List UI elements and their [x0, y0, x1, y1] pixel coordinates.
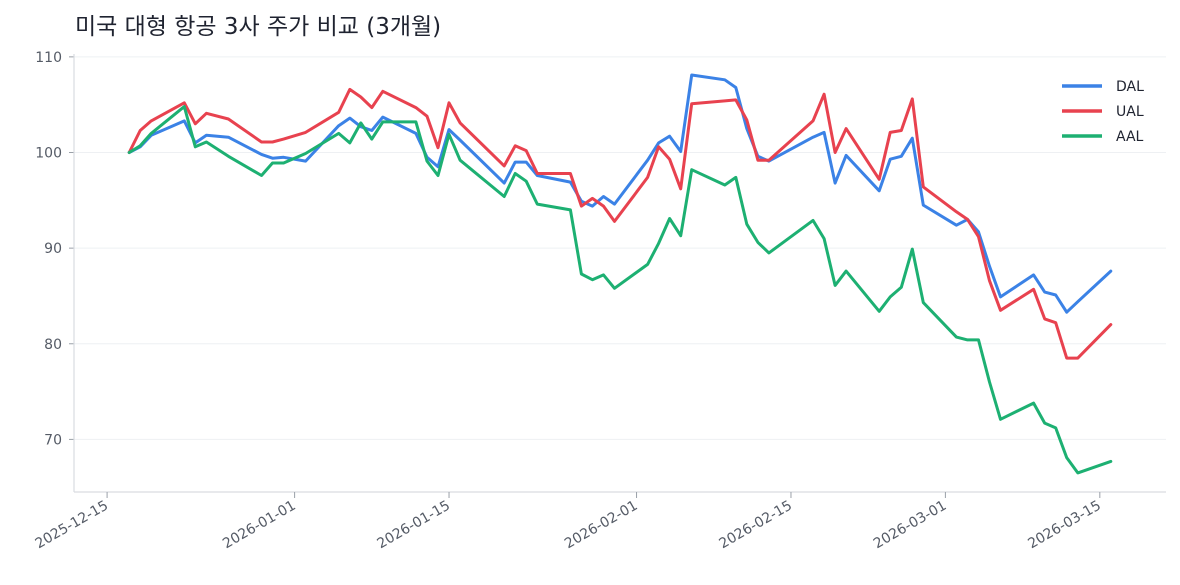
x-tick-label: 2026-02-01: [562, 498, 640, 553]
y-tick-label: 80: [44, 337, 62, 353]
legend-label-aal: AAL: [1116, 129, 1144, 145]
x-tick-label: 2026-01-15: [375, 498, 453, 553]
y-tick-label: 100: [35, 146, 62, 162]
x-tick-label: 2026-02-15: [716, 498, 794, 553]
legend-label-dal: DAL: [1116, 79, 1144, 95]
y-tick-label: 110: [35, 50, 62, 66]
x-tick-label: 2026-03-15: [1025, 498, 1103, 553]
chart-title: 미국 대형 항공 3사 주가 비교 (3개월): [75, 14, 441, 40]
y-tick-label: 90: [44, 241, 62, 257]
y-tick-label: 70: [44, 432, 62, 448]
legend-label-ual: UAL: [1116, 104, 1144, 120]
series-layer: [127, 73, 1113, 475]
series-line-dal: [127, 73, 1113, 314]
x-tick-label: 2026-01-01: [220, 498, 298, 553]
x-tick-label: 2025-12-15: [33, 498, 111, 553]
grid-layer: [74, 56, 1166, 440]
series-line-ual: [127, 87, 1113, 360]
legend: DAL UAL AAL: [1062, 79, 1144, 145]
series-line-aal: [127, 105, 1113, 475]
x-tick-label: 2026-03-01: [871, 498, 949, 553]
